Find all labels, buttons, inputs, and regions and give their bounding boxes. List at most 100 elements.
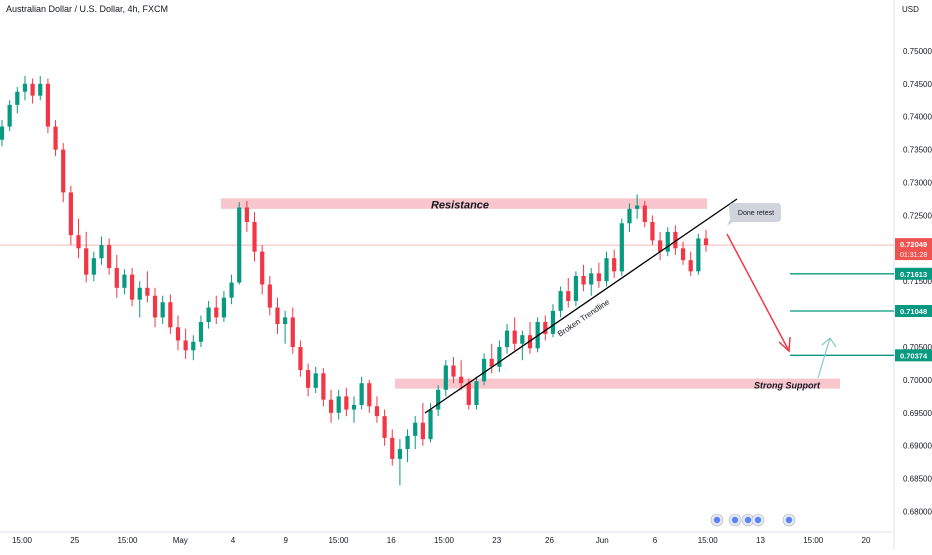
x-tick-label: Jun: [596, 536, 609, 545]
event-flag-icon-center: [744, 516, 752, 524]
y-tick-label: 0.70000: [903, 376, 932, 385]
candle-body: [573, 275, 579, 301]
candle-body: [703, 238, 709, 246]
candle-body: [688, 260, 693, 272]
candle-body: [397, 449, 403, 459]
candle-body: [344, 396, 349, 410]
candle-body: [627, 208, 632, 224]
resistance-label: Resistance: [431, 199, 489, 211]
candle-body: [206, 307, 211, 323]
candle-body: [596, 273, 601, 282]
candle-body: [566, 291, 571, 301]
candle-body: [558, 291, 563, 311]
candle-body: [550, 310, 556, 334]
candle-body: [22, 83, 28, 92]
candle-body: [328, 399, 334, 413]
x-tick-label: 23: [492, 536, 501, 545]
candle-body: [30, 83, 35, 96]
candle-body: [129, 274, 135, 300]
candle-body: [275, 307, 280, 324]
down-arrow-head: [778, 336, 791, 353]
x-tick-label: 15:00: [12, 536, 33, 545]
event-flag-icon-center: [754, 516, 762, 524]
candle-body: [7, 104, 12, 127]
callout-box: [727, 203, 781, 226]
y-tick-label: 0.73500: [903, 146, 932, 155]
candle-body: [481, 358, 487, 382]
callout-label: Done retest: [738, 210, 774, 217]
x-tick-label: May: [173, 536, 188, 545]
y-tick-label: 0.75000: [903, 47, 932, 56]
up-arrow-head: [821, 337, 837, 348]
candle-body: [0, 126, 5, 140]
candle-body: [107, 245, 112, 269]
candle-body: [290, 317, 295, 348]
candle-body: [619, 223, 624, 272]
candle-body: [436, 389, 441, 410]
candle-body: [38, 83, 43, 96]
resistance-zone: [221, 198, 707, 209]
candle-body: [665, 231, 670, 252]
candle-body: [91, 258, 96, 275]
candle-body: [198, 322, 204, 342]
y-tick-label: 0.69000: [903, 442, 932, 451]
price-level-label: 0.70374: [900, 351, 928, 360]
candle-body: [504, 330, 510, 348]
candle-body: [428, 409, 433, 440]
candle-body: [359, 383, 364, 405]
y-tick-label: 0.69500: [903, 409, 932, 418]
candle-body: [267, 284, 272, 308]
candle-body: [642, 205, 647, 222]
candle-body: [443, 365, 448, 390]
candle-body: [152, 295, 158, 318]
support-label: Strong Support: [754, 381, 821, 391]
y-tick-label: 0.70500: [903, 343, 932, 352]
candle-body: [405, 435, 410, 450]
candle-body: [168, 302, 173, 328]
candle-body: [367, 383, 372, 407]
x-tick-label: 26: [545, 536, 554, 545]
chart-title: Australian Dollar / U.S. Dollar, 4h, FXC…: [6, 4, 169, 14]
candle-body: [413, 422, 418, 436]
candle-body: [374, 406, 380, 417]
candle-body: [221, 297, 227, 318]
candle-body: [680, 248, 686, 261]
candle-body: [283, 317, 288, 324]
candle-body: [657, 240, 663, 252]
candle-body: [305, 370, 311, 388]
x-tick-label: 16: [387, 536, 396, 545]
price-level-label: 0.71048: [900, 307, 927, 316]
x-tick-label: 25: [70, 536, 79, 545]
candle-body: [650, 222, 655, 241]
candle-body: [99, 245, 104, 259]
candle-body: [612, 258, 617, 272]
x-tick-label: 13: [756, 536, 765, 545]
candle-body: [68, 192, 73, 236]
event-flag-icon-center: [713, 516, 721, 524]
x-tick-label: 15:00: [434, 536, 455, 545]
y-tick-label: 0.74000: [903, 113, 932, 122]
y-tick-label: 0.73000: [903, 179, 932, 188]
candle-body: [696, 238, 701, 272]
last-price-tag: [895, 238, 932, 261]
candle-body: [512, 330, 517, 344]
candle-body: [45, 83, 51, 127]
x-tick-label: 15:00: [117, 536, 138, 545]
trendline: [424, 198, 738, 414]
candle-body: [175, 327, 181, 341]
candle-body: [382, 416, 387, 438]
candle-body: [459, 376, 464, 384]
candle-body: [191, 341, 196, 351]
price-level-tag: [895, 267, 932, 280]
candle-body: [15, 91, 20, 105]
x-tick-label: 20: [862, 536, 871, 545]
candle-body: [137, 287, 142, 300]
y-tick-label: 0.68500: [903, 475, 932, 484]
y-tick-label: 0.71500: [903, 277, 932, 286]
candle-body: [489, 358, 494, 367]
candle-body: [604, 258, 609, 282]
candle-body: [543, 322, 548, 334]
candle-body: [84, 248, 89, 275]
